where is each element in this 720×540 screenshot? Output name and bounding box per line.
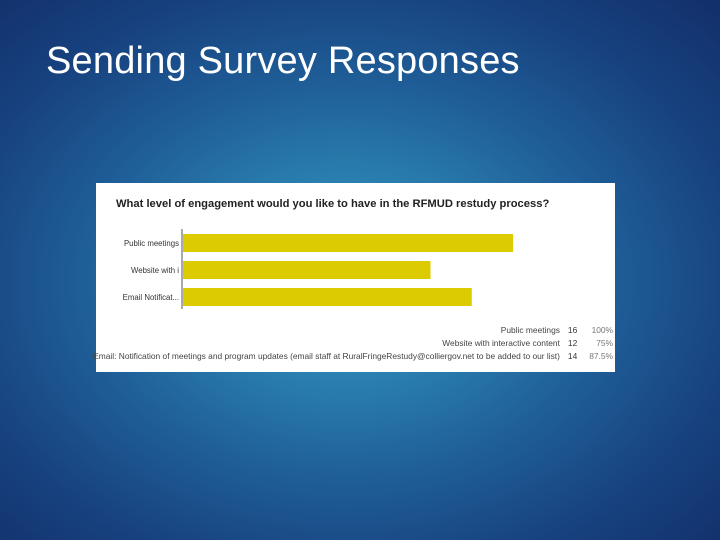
bar bbox=[183, 261, 431, 279]
table-row-label: Email: Notification of meetings and prog… bbox=[93, 351, 560, 361]
category-label: Email Notificat... bbox=[123, 293, 179, 302]
bar bbox=[183, 288, 472, 306]
stats-table: Public meetings 16 100% Website with int… bbox=[93, 324, 613, 363]
table-row-count: 16 bbox=[567, 325, 578, 335]
bar-chart: Public meetings Website with i Email Notif… bbox=[123, 229, 513, 309]
chart-title: What level of engagement would you like … bbox=[116, 198, 550, 210]
table-row-count: 12 bbox=[567, 338, 578, 348]
table-row: Website with interactive content 12 75% bbox=[93, 337, 613, 350]
table-row: Email: Notification of meetings and prog… bbox=[93, 350, 613, 363]
category-label: Public meetings bbox=[124, 239, 179, 248]
category-label: Website with i bbox=[131, 266, 179, 275]
table-row-percent: 75% bbox=[596, 338, 613, 348]
table-row-percent: 100% bbox=[591, 325, 613, 335]
chart-panel: What level of engagement would you like … bbox=[93, 183, 615, 372]
table-row-label: Public meetings bbox=[500, 325, 560, 335]
table-row-label: Website with interactive content bbox=[442, 338, 560, 348]
table-row: Public meetings 16 100% bbox=[93, 324, 613, 337]
slide-title: Sending Survey Responses bbox=[46, 40, 520, 82]
table-row-count: 14 bbox=[567, 351, 578, 361]
table-row-percent: 87.5% bbox=[589, 351, 613, 361]
bar bbox=[183, 234, 513, 252]
